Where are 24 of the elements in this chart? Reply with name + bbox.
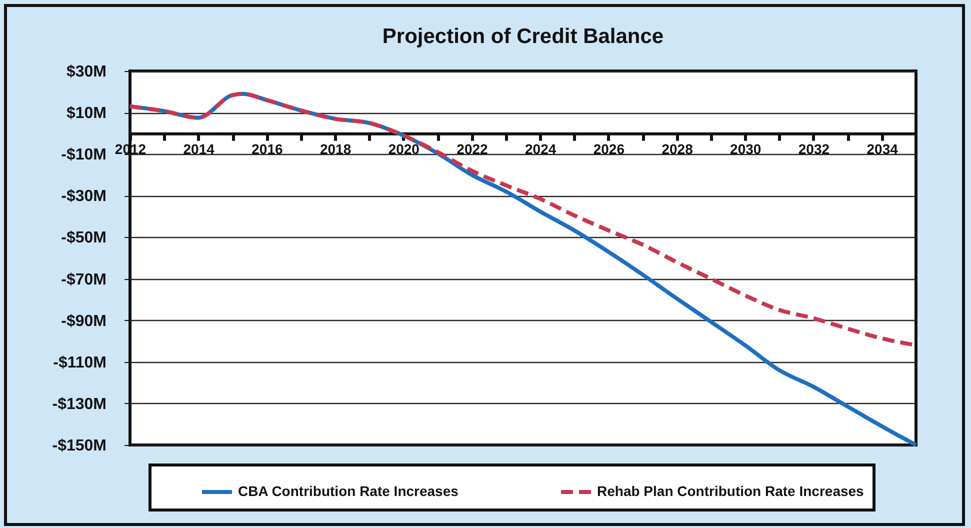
- y-tick-label: -$130M: [52, 396, 106, 413]
- y-tick-label: -$150M: [52, 438, 106, 454]
- x-tick-label: 2024: [525, 140, 556, 157]
- y-tick-label: $30M: [66, 64, 106, 80]
- x-tick-label: 2022: [456, 140, 488, 157]
- x-tick-label: 2020: [388, 140, 420, 157]
- legend-label: Rehab Plan Contribution Rate Increases: [597, 483, 864, 499]
- x-tick-label: 2026: [593, 140, 625, 157]
- legend-label: CBA Contribution Rate Increases: [238, 483, 459, 499]
- y-tick-label: -$110M: [53, 354, 106, 372]
- y-tick-label: $10M: [66, 105, 106, 122]
- y-tick-label: -$70M: [61, 271, 106, 288]
- x-tick-label: 2016: [252, 140, 283, 157]
- y-tick-label: -$50M: [61, 230, 106, 247]
- x-tick-label: 2030: [730, 140, 762, 157]
- y-tick-label: -$90M: [61, 312, 106, 330]
- y-tick-label: -$30M: [61, 188, 106, 206]
- x-tick-label: 2018: [320, 140, 352, 157]
- x-tick-label: 2034: [866, 140, 898, 157]
- y-tick-label: -$10M: [61, 146, 106, 164]
- x-tick-label: 2028: [662, 140, 694, 157]
- chart-title: Projection of Credit Balance: [382, 25, 664, 48]
- x-tick-label: 2014: [183, 140, 215, 157]
- x-tick-label: 2032: [798, 140, 830, 157]
